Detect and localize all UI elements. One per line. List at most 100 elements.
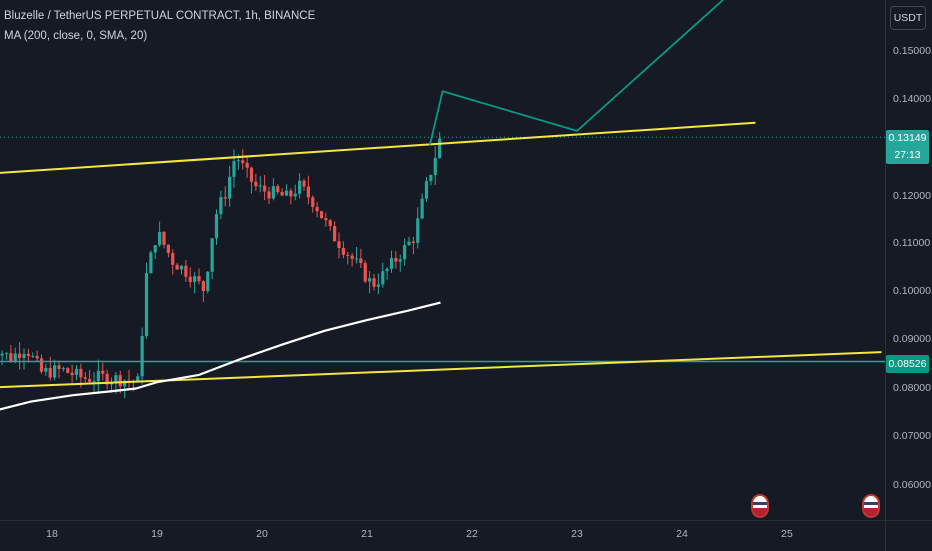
candle-body [372,278,376,287]
candle-body [438,138,442,159]
candle-body [144,273,149,337]
bar-countdown: 27:13 [894,149,921,161]
candle-body [368,278,372,282]
candle-body [276,186,280,193]
candle-body [53,365,57,378]
candle-body [333,225,337,242]
candle-body [241,160,245,163]
candle-body [254,181,258,187]
time-tick: 18 [46,528,58,540]
candle-body [206,271,210,292]
candle-body [267,191,271,199]
candle-body [298,180,302,194]
candle-body [280,192,284,196]
candle-body [245,162,249,168]
candle-body [359,258,363,264]
candle-body [70,372,74,376]
candle-body [389,257,394,269]
price-axis[interactable] [885,0,932,520]
candle-body [416,218,420,243]
price-tick: 0.15000 [893,45,931,57]
upper-trendline [0,121,756,174]
candle-body [263,185,267,192]
candle-body [57,365,61,369]
candle-body [149,252,153,274]
projection-path [429,0,725,145]
candle-body [433,158,437,176]
candle-body [284,190,289,196]
candle-body [214,214,219,239]
candle-body [249,167,254,182]
event-flag-icon[interactable] [862,494,880,518]
candle-body [407,241,411,245]
candle-body [13,353,17,362]
price-tick: 0.10000 [893,285,931,297]
price-tick: 0.14000 [893,93,931,105]
candle-body [44,367,48,372]
candle-body [136,376,140,382]
symbol-title[interactable]: Bluzelle / TetherUS PERPETUAL CONTRACT, … [4,10,316,22]
candle-body [289,190,293,197]
candle-body [162,231,166,245]
time-tick: 22 [466,528,478,540]
candle-body [385,268,389,272]
candle-body [394,257,398,262]
candle-body [118,375,122,387]
candle-body [88,378,92,382]
candle-body [293,193,297,197]
time-tick: 23 [571,528,583,540]
candle-body [114,375,118,383]
time-tick: 25 [781,528,793,540]
candle-body [328,220,332,226]
candle-body [429,175,433,182]
candle-body [424,181,429,199]
current-price-value: 0.13149 [888,132,927,144]
time-tick: 21 [361,528,373,540]
candle-body [9,353,13,362]
candle-body [236,160,240,162]
price-tick: 0.09000 [893,333,931,345]
candle-body [79,368,83,378]
candle-body [201,281,205,292]
candle-body [48,367,52,378]
candle-body [381,271,385,285]
candle-body [158,231,162,246]
candle-body [140,336,144,377]
candle-body [92,381,96,383]
candle-body [61,368,65,370]
candle-body [306,186,310,198]
candle-body [219,197,223,215]
price-tick: 0.07000 [893,430,931,442]
candle-body [197,276,201,282]
candle-body [35,355,39,359]
time-tick: 19 [151,528,163,540]
time-axis[interactable] [0,520,885,551]
candle-body [171,252,175,265]
axis-corner [885,520,932,551]
candle-body [166,244,170,253]
candle-body [153,245,157,253]
candle-body [66,368,70,373]
candle-body [354,258,359,260]
candle-body [324,218,328,221]
current-price-badge: 0.13149 27:13 [886,130,929,164]
event-flag-icon[interactable] [751,494,769,518]
chart-canvas[interactable] [0,0,885,520]
candle-body [31,355,35,357]
candle-body [184,265,188,277]
ma-200-line [0,301,441,411]
candle-body [350,255,354,259]
indicator-legend[interactable]: MA (200, close, 0, SMA, 20) [4,30,148,42]
candle-body [123,380,127,387]
chart-pane[interactable]: Bluzelle / TetherUS PERPETUAL CONTRACT, … [0,0,885,520]
price-tick: 0.06000 [893,479,931,491]
lower-trendline [0,351,882,389]
candle-body [105,373,109,385]
candle-body [39,358,44,372]
candle-body [179,265,184,270]
candle-body [341,248,345,255]
currency-button[interactable]: USDT [890,6,926,30]
candle-body [337,241,341,249]
candle-body [232,161,236,177]
candle-body [175,264,179,270]
